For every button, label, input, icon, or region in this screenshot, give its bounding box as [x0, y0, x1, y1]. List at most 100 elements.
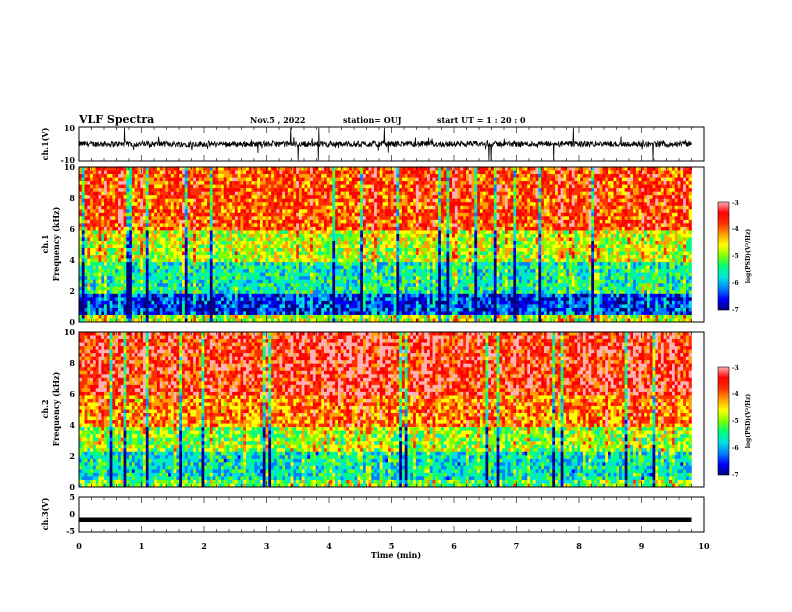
spectrogram-cell	[229, 265, 233, 270]
spectrogram-cell	[207, 255, 211, 259]
spectrogram-cell	[226, 293, 230, 298]
spectrogram-cell	[209, 304, 213, 309]
spectrogram-cell	[115, 219, 119, 224]
spectrogram-cell	[109, 188, 113, 192]
spectrogram-cell	[360, 304, 364, 309]
spectrogram-cell	[298, 177, 303, 182]
spectrogram-cell	[187, 265, 191, 270]
spectrogram-cell	[229, 226, 233, 231]
spectrogram-cell	[190, 269, 194, 273]
spectrogram-cell	[254, 244, 258, 249]
spectrogram-cell	[226, 276, 230, 281]
spectrogram-cell	[262, 304, 266, 309]
spectrogram-cell	[265, 212, 269, 217]
spectrogram-cell	[173, 212, 177, 217]
spectrogram-cell	[374, 202, 378, 207]
spectrogram-cell	[120, 283, 124, 288]
spectrogram-cell	[276, 184, 280, 189]
spectrogram-cell	[106, 314, 110, 319]
spectrogram-cell	[226, 311, 230, 316]
spectrogram-cell	[109, 244, 113, 249]
spectrogram-cell	[337, 248, 341, 252]
spectrogram-cell	[140, 293, 144, 298]
ch1-waveform-panel: 10 -10 ch.1(V)	[40, 123, 705, 165]
spectrogram-cell	[193, 219, 197, 224]
spectrogram-cell	[271, 170, 275, 175]
spectrogram-cell	[365, 216, 369, 221]
spectrogram-cell	[337, 237, 341, 242]
spectrogram-cell	[371, 314, 375, 319]
spectrogram-cell	[232, 276, 236, 281]
spectrogram-cell	[259, 226, 264, 231]
spectrogram-cell	[201, 283, 205, 288]
spectrogram-cell	[246, 265, 250, 270]
spectrogram-cell	[243, 290, 247, 295]
spectrogram-cell	[87, 198, 91, 203]
spectrogram-cell	[362, 307, 367, 312]
spectrogram-cell	[129, 226, 133, 231]
spectrogram-cell	[354, 251, 358, 256]
spectrogram-cell	[145, 216, 149, 221]
spectrogram-cell	[207, 202, 211, 207]
spectrogram-cell	[312, 307, 316, 312]
spectrogram-cell	[337, 233, 341, 238]
spectrogram-cell	[134, 174, 138, 178]
spectrogram-cell	[254, 318, 258, 323]
spectrogram-cell	[332, 202, 336, 207]
spectrogram-cell	[95, 272, 99, 277]
spectrogram-cell	[112, 279, 116, 284]
spectrogram-cell	[357, 251, 361, 256]
spectrogram-cell	[207, 265, 211, 270]
spectrogram-cell	[220, 300, 225, 305]
spectrogram-cell	[337, 216, 341, 221]
spectrogram-cell	[123, 255, 127, 259]
spectrogram-cell	[262, 174, 266, 178]
spectrogram-cell	[362, 248, 367, 252]
spectrogram-cell	[287, 184, 291, 189]
spectrogram-cell	[182, 251, 186, 256]
spectrogram-cell	[287, 265, 291, 270]
spectrogram-cell	[126, 286, 130, 291]
spectrogram-cell	[195, 258, 200, 263]
spectrogram-cell	[262, 290, 266, 295]
spectrogram-cell	[285, 170, 289, 175]
spectrogram-cell	[140, 191, 144, 196]
spectrogram-cell	[232, 209, 236, 214]
spectrogram-cell	[120, 174, 124, 178]
spectrogram-cell	[360, 223, 364, 228]
spectrogram-cell	[293, 184, 297, 189]
spectrogram-cell	[137, 226, 141, 231]
spectrogram-cell	[376, 177, 380, 182]
spectrogram-cell	[215, 262, 219, 266]
spectrogram-cell	[374, 167, 378, 171]
spectrogram-cell	[259, 205, 264, 210]
spectrogram-cell	[134, 286, 138, 291]
spectrogram-cell	[165, 265, 169, 270]
spectrogram-cell	[201, 209, 205, 214]
spectrogram-cell	[104, 177, 108, 182]
spectrogram-cell	[104, 286, 108, 291]
spectrogram-cell	[137, 191, 141, 196]
spectrogram-cell	[182, 223, 186, 228]
spectrogram-cell	[248, 314, 252, 319]
spectrogram-cell	[165, 202, 169, 207]
spectrogram-cell	[131, 237, 135, 242]
spectrogram-cell	[134, 195, 138, 199]
spectrogram-cell	[304, 230, 308, 235]
spectrogram-cell	[198, 297, 202, 302]
spectrogram-cell	[226, 198, 230, 203]
spectrogram-cell	[315, 216, 319, 221]
spectrogram-cell	[84, 248, 88, 252]
spectrogram-cell	[137, 237, 141, 242]
spectrogram-cell	[343, 255, 347, 259]
spectrogram-cell	[187, 300, 191, 305]
spectrogram-cell	[293, 297, 297, 302]
spectrogram-cell	[287, 258, 291, 263]
spectrogram-cell	[182, 244, 186, 249]
spectrogram-cell	[273, 233, 277, 238]
spectrogram-cell	[98, 212, 102, 217]
spectrogram-cell	[382, 255, 386, 259]
spectrogram-cell	[385, 191, 389, 196]
spectrogram-cell	[290, 184, 294, 189]
spectrogram-cell	[343, 304, 347, 309]
